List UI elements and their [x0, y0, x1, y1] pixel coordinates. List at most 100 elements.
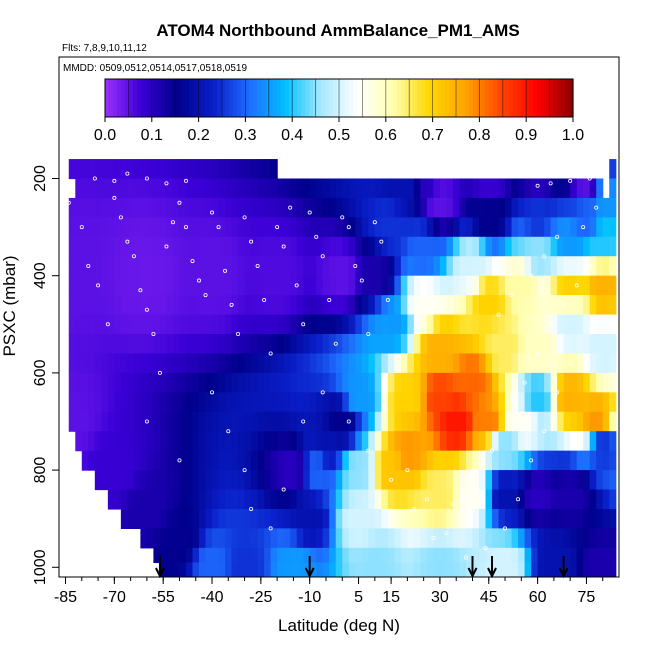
sample-point: [275, 225, 280, 230]
heatmap-cell: [426, 236, 435, 257]
heatmap-cell: [459, 431, 467, 452]
heatmap-cell: [426, 217, 435, 238]
heatmap-cell: [94, 197, 102, 218]
heatmap-cell: [439, 197, 448, 218]
heatmap-cell: [511, 236, 519, 257]
heatmap-cell: [576, 411, 584, 432]
x-tick-label: 75: [578, 589, 596, 606]
heatmap-cell: [544, 562, 552, 577]
colorbar-strip: [353, 79, 358, 117]
heatmap-cell: [225, 275, 233, 296]
sample-point: [346, 225, 351, 230]
heatmap-cell: [433, 334, 441, 355]
heatmap-cell: [316, 275, 324, 296]
heatmap-cell: [361, 562, 369, 577]
heatmap-cell: [296, 334, 304, 355]
sample-point: [405, 468, 410, 473]
heatmap-cell: [420, 197, 428, 218]
heatmap-cell: [589, 392, 597, 413]
heatmap-cell: [505, 392, 513, 413]
heatmap-cell: [212, 489, 220, 510]
heatmap-cell: [153, 450, 161, 471]
colorbar-strip: [429, 79, 434, 117]
heatmap-cell: [420, 547, 428, 564]
colorbar-strip: [149, 79, 154, 117]
heatmap-cell: [400, 562, 408, 577]
sample-point: [555, 390, 560, 395]
heatmap-cell: [609, 178, 617, 199]
heatmap-cell: [407, 528, 415, 549]
heatmap-cell: [264, 159, 272, 180]
heatmap-cell: [88, 178, 96, 199]
heatmap-cell: [576, 508, 584, 530]
heatmap-cell: [185, 334, 194, 355]
heatmap-cell: [335, 470, 343, 491]
heatmap-cell: [368, 295, 376, 316]
heatmap-cell: [498, 508, 506, 530]
heatmap-cell: [153, 197, 161, 218]
colorbar-tick-label: 0.4: [281, 127, 303, 144]
heatmap-cell: [127, 392, 135, 413]
heatmap-cell: [498, 450, 506, 471]
heatmap-cell: [531, 178, 539, 199]
heatmap-cell: [75, 392, 83, 413]
heatmap-cell: [407, 411, 415, 432]
heatmap-cell: [127, 489, 135, 510]
heatmap-cell: [589, 411, 597, 432]
sample-point: [144, 176, 149, 181]
sample-point: [366, 448, 371, 453]
heatmap-cell: [296, 528, 304, 549]
heatmap-cell: [270, 470, 278, 491]
heatmap-cell: [270, 217, 278, 238]
heatmap-cell: [101, 411, 109, 432]
heatmap-cell: [192, 372, 200, 393]
heatmap-cell: [387, 450, 395, 471]
heatmap-cell: [199, 392, 207, 413]
heatmap-cell: [576, 547, 584, 564]
heatmap-cell: [400, 217, 408, 238]
heatmap-cell: [394, 275, 402, 296]
heatmap-cell: [381, 236, 389, 257]
heatmap-cell: [374, 450, 382, 471]
heatmap-cell: [413, 217, 421, 238]
heatmap-cell: [485, 489, 493, 510]
heatmap-cell: [264, 562, 272, 577]
heatmap-cell: [166, 236, 174, 257]
heatmap-cell: [238, 353, 246, 374]
heatmap-cell: [433, 275, 441, 296]
heatmap-cell: [329, 295, 337, 316]
x-tick-label: 60: [529, 589, 547, 606]
heatmap-cell: [557, 353, 565, 374]
heatmap-cell: [257, 217, 265, 238]
heatmap-cell: [172, 547, 181, 564]
heatmap-cell: [218, 256, 226, 277]
sample-point: [411, 506, 416, 511]
heatmap-cell: [452, 197, 461, 218]
heatmap-cell: [602, 392, 610, 413]
heatmap-cell: [244, 392, 252, 413]
heatmap-cell: [251, 197, 259, 218]
heatmap-cell: [270, 236, 278, 257]
sample-point: [320, 254, 325, 259]
heatmap-cell: [133, 334, 141, 355]
heatmap-cell: [511, 372, 519, 393]
heatmap-cell: [179, 562, 187, 577]
flights-note: Flts: 7,8,9,10,11,12: [62, 43, 147, 54]
heatmap-cell: [270, 159, 278, 180]
heatmap-cell: [277, 450, 285, 471]
colorbar-strip: [121, 79, 126, 117]
heatmap-cell: [68, 314, 76, 335]
sample-point: [509, 414, 514, 419]
heatmap-cell: [596, 295, 604, 316]
heatmap-cell: [413, 353, 421, 374]
heatmap-cell: [212, 562, 220, 577]
heatmap-cell: [88, 197, 96, 218]
heatmap-cell: [433, 197, 441, 218]
heatmap-cell: [537, 217, 545, 238]
heatmap-cell: [277, 256, 285, 277]
heatmap-cell: [244, 314, 252, 335]
heatmap-cell: [361, 411, 369, 432]
colorbar-strip: [377, 79, 382, 117]
heatmap-cell: [570, 528, 578, 549]
heatmap-cell: [277, 295, 285, 316]
